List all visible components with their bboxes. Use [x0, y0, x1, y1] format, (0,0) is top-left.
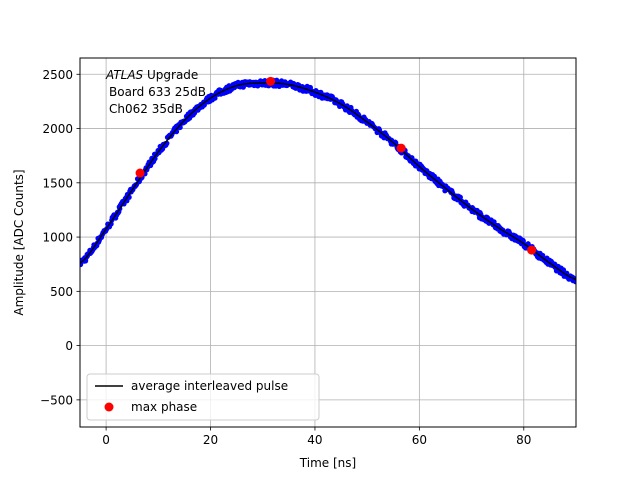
max-phase-point [527, 245, 537, 255]
ticks: 0 20 40 60 80 −500 0 500 1000 1500 2000 2500 [40, 68, 531, 447]
x-tick-label: 80 [516, 433, 531, 447]
x-tick-label: 20 [203, 433, 218, 447]
y-tick-label: −500 [40, 393, 73, 407]
legend: average interleaved pulse max phase [86, 373, 320, 421]
annotation-atlas: ATLAS [105, 68, 144, 82]
legend-label-average-pulse: average interleaved pulse [131, 379, 288, 393]
y-tick-label: 1500 [42, 176, 73, 190]
legend-marker-swatch [104, 402, 114, 412]
sample-point [240, 84, 246, 90]
plot-area [80, 76, 576, 285]
legend-label-max-phase: max phase [131, 400, 197, 414]
y-tick-label: 0 [65, 339, 73, 353]
max-phase-point [396, 143, 406, 153]
x-tick-label: 0 [102, 433, 110, 447]
max-phase-point [135, 168, 145, 178]
annotation-upgrade: Upgrade [143, 68, 198, 82]
annotation-line-3: Ch062 35dB [109, 102, 183, 116]
legend-box [86, 373, 320, 421]
y-tick-label: 2500 [42, 68, 73, 82]
average-pulse-line [80, 82, 576, 281]
max-phase-point [266, 76, 276, 86]
x-axis-label: Time [ns] [299, 456, 356, 470]
sample-point [573, 279, 576, 285]
y-tick-label: 2000 [42, 122, 73, 136]
annotation: ATLAS Upgrade Board 633 25dB Ch062 35dB [105, 68, 206, 116]
y-tick-label: 500 [50, 285, 73, 299]
annotation-line-2: Board 633 25dB [109, 85, 206, 99]
axes-frame [79, 57, 577, 428]
x-tick-label: 40 [307, 433, 322, 447]
grid [80, 58, 576, 427]
annotation-line-1: ATLAS Upgrade [105, 68, 198, 82]
plot-layer [80, 76, 576, 285]
x-tick-label: 60 [412, 433, 427, 447]
y-tick-label: 1000 [42, 231, 73, 245]
y-axis-label: Amplitude [ADC Counts] [12, 169, 26, 315]
